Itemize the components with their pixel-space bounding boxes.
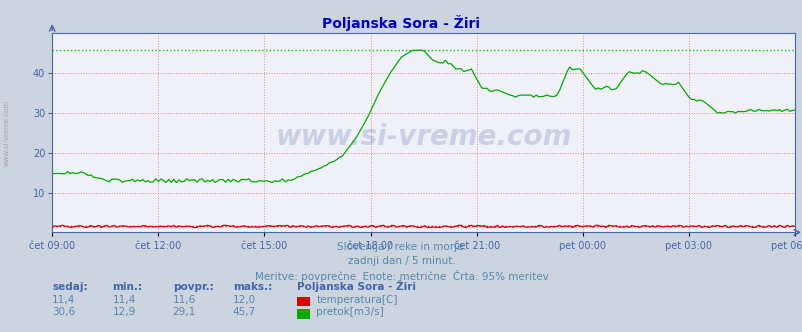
Text: 12,9: 12,9 xyxy=(112,307,136,317)
Text: 12,0: 12,0 xyxy=(233,295,256,305)
Text: zadnji dan / 5 minut.: zadnji dan / 5 minut. xyxy=(347,256,455,266)
Text: Meritve: povprečne  Enote: metrične  Črta: 95% meritev: Meritve: povprečne Enote: metrične Črta:… xyxy=(254,270,548,282)
Text: sedaj:: sedaj: xyxy=(52,282,87,292)
Text: pretok[m3/s]: pretok[m3/s] xyxy=(316,307,383,317)
Text: 11,4: 11,4 xyxy=(112,295,136,305)
Text: povpr.:: povpr.: xyxy=(172,282,213,292)
Text: 29,1: 29,1 xyxy=(172,307,196,317)
Text: maks.:: maks.: xyxy=(233,282,272,292)
Text: 45,7: 45,7 xyxy=(233,307,256,317)
Text: temperatura[C]: temperatura[C] xyxy=(316,295,397,305)
Text: min.:: min.: xyxy=(112,282,142,292)
Text: www.si-vreme.com: www.si-vreme.com xyxy=(275,123,571,151)
Text: Poljanska Sora - Žiri: Poljanska Sora - Žiri xyxy=(297,280,415,292)
Text: Slovenija / reke in morje.: Slovenija / reke in morje. xyxy=(336,242,466,252)
Text: 11,4: 11,4 xyxy=(52,295,75,305)
Text: 11,6: 11,6 xyxy=(172,295,196,305)
Text: Poljanska Sora - Žiri: Poljanska Sora - Žiri xyxy=(322,15,480,31)
Text: 30,6: 30,6 xyxy=(52,307,75,317)
Text: www.si-vreme.com: www.si-vreme.com xyxy=(3,100,10,166)
